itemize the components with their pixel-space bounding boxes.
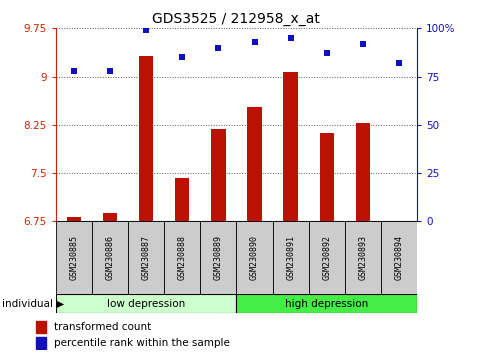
Bar bbox=[66, 217, 81, 221]
Bar bbox=[36, 337, 46, 349]
Bar bbox=[128, 221, 164, 294]
Bar bbox=[272, 221, 308, 294]
Bar bbox=[355, 124, 369, 221]
Text: high depression: high depression bbox=[285, 298, 368, 309]
Bar bbox=[56, 221, 92, 294]
Text: GSM230890: GSM230890 bbox=[249, 235, 258, 280]
Bar bbox=[200, 221, 236, 294]
Text: percentile rank within the sample: percentile rank within the sample bbox=[54, 338, 229, 348]
Text: GSM230892: GSM230892 bbox=[321, 235, 331, 280]
Bar bbox=[103, 213, 117, 221]
Bar bbox=[164, 221, 200, 294]
Text: transformed count: transformed count bbox=[54, 322, 151, 332]
Title: GDS3525 / 212958_x_at: GDS3525 / 212958_x_at bbox=[152, 12, 320, 26]
Text: GSM230886: GSM230886 bbox=[105, 235, 114, 280]
Bar bbox=[175, 178, 189, 221]
Bar bbox=[56, 294, 236, 313]
Bar bbox=[92, 221, 128, 294]
Bar bbox=[247, 107, 261, 221]
Point bbox=[358, 41, 366, 47]
Text: GSM230888: GSM230888 bbox=[177, 235, 186, 280]
Point bbox=[394, 60, 402, 66]
Point bbox=[250, 39, 258, 45]
Bar bbox=[391, 221, 406, 223]
Bar bbox=[36, 321, 46, 333]
Point bbox=[70, 68, 77, 74]
Text: low depression: low depression bbox=[107, 298, 185, 309]
Point bbox=[286, 35, 294, 41]
Bar bbox=[211, 129, 225, 221]
Text: GSM230891: GSM230891 bbox=[286, 235, 295, 280]
Text: GSM230889: GSM230889 bbox=[213, 235, 223, 280]
Text: GSM230893: GSM230893 bbox=[358, 235, 367, 280]
Bar bbox=[380, 221, 416, 294]
Point bbox=[106, 68, 114, 74]
Point bbox=[214, 45, 222, 50]
Text: GSM230885: GSM230885 bbox=[69, 235, 78, 280]
Bar bbox=[138, 56, 153, 221]
Bar bbox=[236, 294, 416, 313]
Bar bbox=[283, 72, 297, 221]
Point bbox=[322, 51, 330, 56]
Text: GSM230887: GSM230887 bbox=[141, 235, 151, 280]
Bar bbox=[308, 221, 344, 294]
Point bbox=[178, 55, 186, 60]
Point bbox=[142, 27, 150, 33]
Text: GSM230894: GSM230894 bbox=[393, 235, 403, 280]
Text: individual ▶: individual ▶ bbox=[2, 298, 64, 309]
Bar bbox=[344, 221, 380, 294]
Bar bbox=[319, 133, 333, 221]
Bar bbox=[236, 221, 272, 294]
